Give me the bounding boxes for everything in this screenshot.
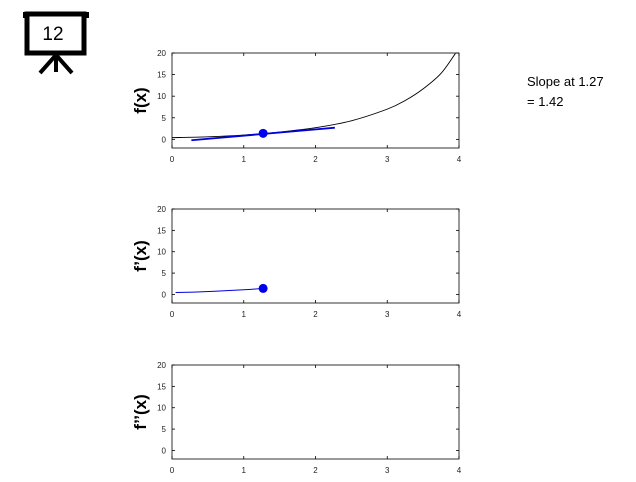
slope-annotation: Slope at 1.27 = 1.42 bbox=[527, 72, 604, 112]
x-tick-label: 4 bbox=[457, 466, 462, 475]
x-tick-label: 4 bbox=[457, 310, 462, 319]
plot-frame bbox=[171, 208, 460, 304]
x-tick-label: 0 bbox=[170, 466, 175, 475]
x-tick-label: 4 bbox=[457, 155, 462, 164]
data-point-marker bbox=[258, 128, 268, 138]
y-tick-label: 15 bbox=[157, 226, 166, 235]
y-tick-label: 5 bbox=[162, 114, 167, 123]
series-derivative-line bbox=[175, 287, 264, 294]
x-tick-label: 1 bbox=[242, 466, 247, 475]
y-tick-label: 20 bbox=[157, 49, 166, 58]
y-tick-label: 20 bbox=[157, 205, 166, 214]
x-tick-label: 3 bbox=[385, 466, 390, 475]
y-tick-label: 20 bbox=[157, 361, 166, 370]
x-tick-label: 1 bbox=[242, 310, 247, 319]
plot-frame bbox=[171, 364, 460, 460]
slope-annotation-line2: = 1.42 bbox=[527, 94, 564, 109]
y-tick-label: 5 bbox=[162, 269, 167, 278]
y-axis-label: f’(x) bbox=[131, 240, 150, 271]
y-tick-label: 15 bbox=[157, 71, 166, 80]
data-point-marker bbox=[258, 283, 268, 293]
x-tick-label: 2 bbox=[313, 310, 318, 319]
y-axis-label: f(x) bbox=[131, 87, 150, 113]
plot-f: 0 1 2 3 4 0 5 10 15 20 f(x) bbox=[131, 49, 462, 164]
x-tick-label: 3 bbox=[385, 310, 390, 319]
y-tick-label: 10 bbox=[157, 248, 166, 257]
plot-frame bbox=[171, 52, 460, 149]
badge-number: 12 bbox=[42, 24, 63, 45]
y-axis-label: f’’(x) bbox=[131, 394, 150, 430]
y-tick-label: 0 bbox=[162, 135, 167, 144]
y-tick-label: 10 bbox=[157, 92, 166, 101]
slope-annotation-line1: Slope at 1.27 bbox=[527, 74, 604, 89]
plot-f-double-prime: 0 1 2 3 4 0 5 10 15 20 f’’(x) bbox=[131, 361, 462, 475]
y-tick-label: 5 bbox=[162, 425, 167, 434]
y-tick-label: 0 bbox=[162, 290, 167, 299]
x-tick-label: 2 bbox=[313, 155, 318, 164]
plot-f-prime: 0 1 2 3 4 0 5 10 15 20 f’(x) bbox=[131, 205, 462, 319]
y-tick-label: 10 bbox=[157, 404, 166, 413]
x-tick-label: 0 bbox=[170, 155, 175, 164]
series-curve-line bbox=[171, 53, 456, 139]
x-tick-label: 3 bbox=[385, 155, 390, 164]
presentation-board-icon: 12 bbox=[23, 11, 89, 75]
x-tick-label: 0 bbox=[170, 310, 175, 319]
x-tick-label: 1 bbox=[242, 155, 247, 164]
y-tick-label: 0 bbox=[162, 446, 167, 455]
x-tick-label: 2 bbox=[313, 466, 318, 475]
y-tick-label: 15 bbox=[157, 382, 166, 391]
